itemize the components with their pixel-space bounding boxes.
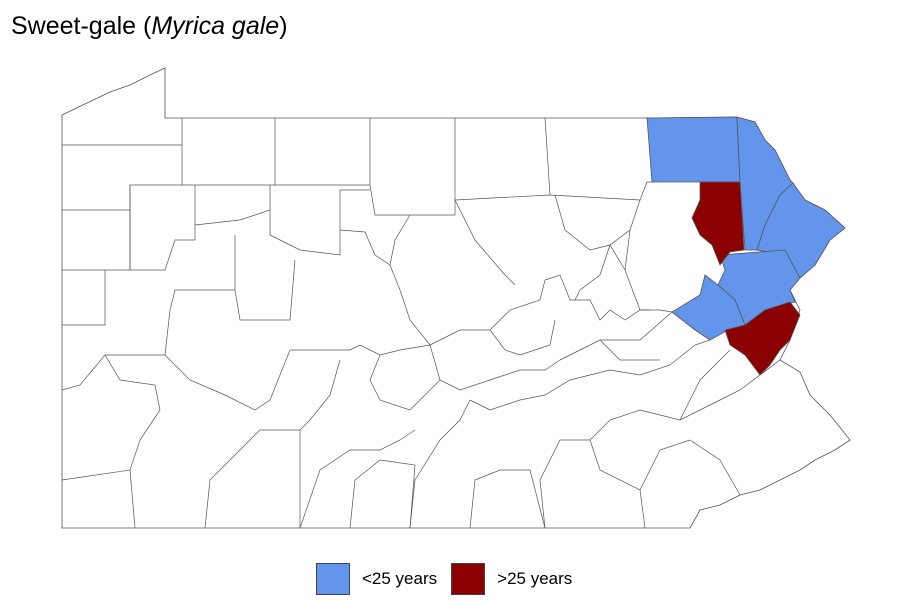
legend-item-historic: >25 years xyxy=(451,563,572,595)
region-northampton[interactable] xyxy=(724,301,801,376)
legend-swatch-historic xyxy=(451,563,486,595)
region-carbon[interactable] xyxy=(671,274,746,341)
title-close: ) xyxy=(279,12,288,40)
county-lines xyxy=(61,117,781,529)
legend-item-recent: <25 years xyxy=(316,563,437,595)
title-common: Sweet-gale ( xyxy=(11,12,152,40)
map-title: Sweet-gale (Myrica gale) xyxy=(11,12,288,41)
region-susquehanna[interactable] xyxy=(646,116,741,183)
legend: <25 years >25 years xyxy=(316,563,586,595)
title-scientific: Myrica gale xyxy=(151,12,280,40)
region-wyoming[interactable] xyxy=(691,181,745,266)
region-pike[interactable] xyxy=(756,182,846,279)
legend-label-recent: <25 years xyxy=(362,569,438,588)
legend-label-historic: >25 years xyxy=(497,569,573,588)
legend-swatch-recent xyxy=(316,563,350,595)
